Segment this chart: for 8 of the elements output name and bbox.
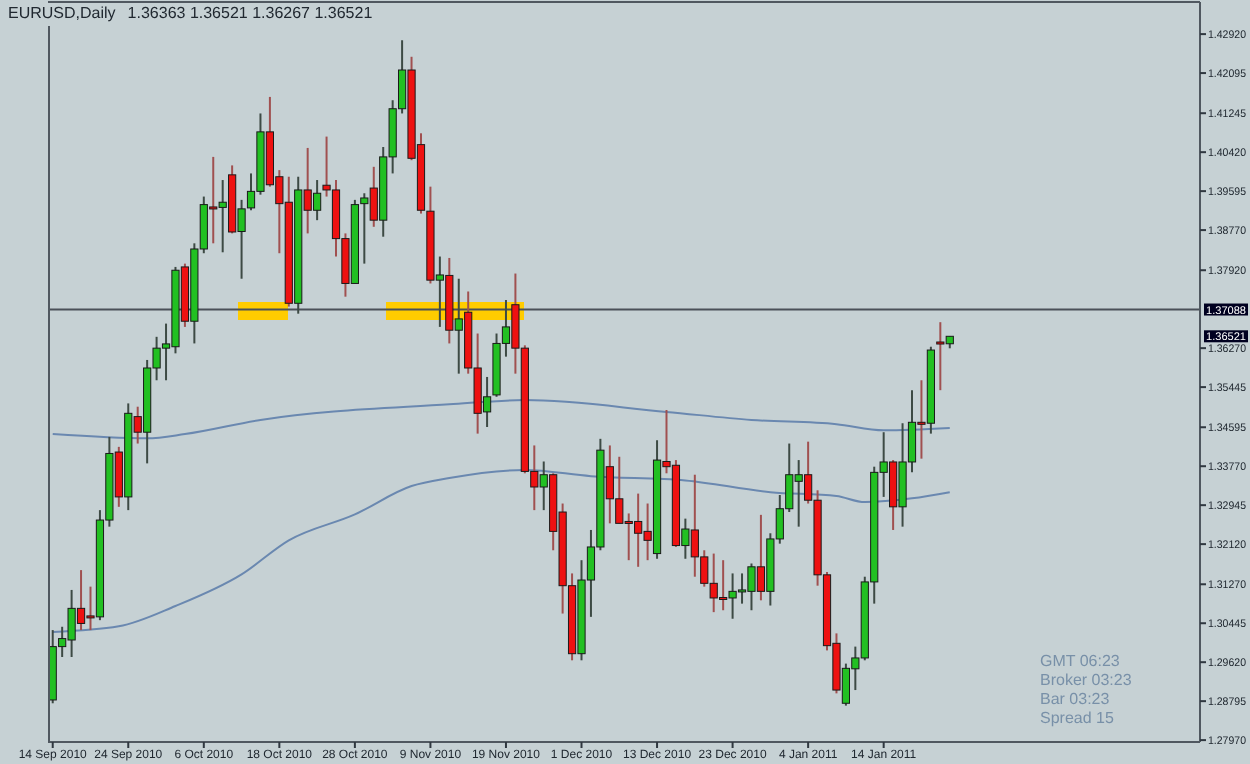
line-series — [51, 468, 951, 633]
chart-subtitle: 1.36363 1.36521 1.36267 1.36521 — [127, 4, 374, 22]
chart-title: EURUSD,Daily — [8, 4, 116, 22]
annotation: GMT 06:23 — [1040, 652, 1121, 670]
annotation: Spread 15 — [1040, 709, 1115, 727]
annotation: Broker 03:23 — [1040, 671, 1133, 689]
line-series — [51, 399, 951, 440]
annotation: Bar 03:23 — [1040, 690, 1111, 708]
